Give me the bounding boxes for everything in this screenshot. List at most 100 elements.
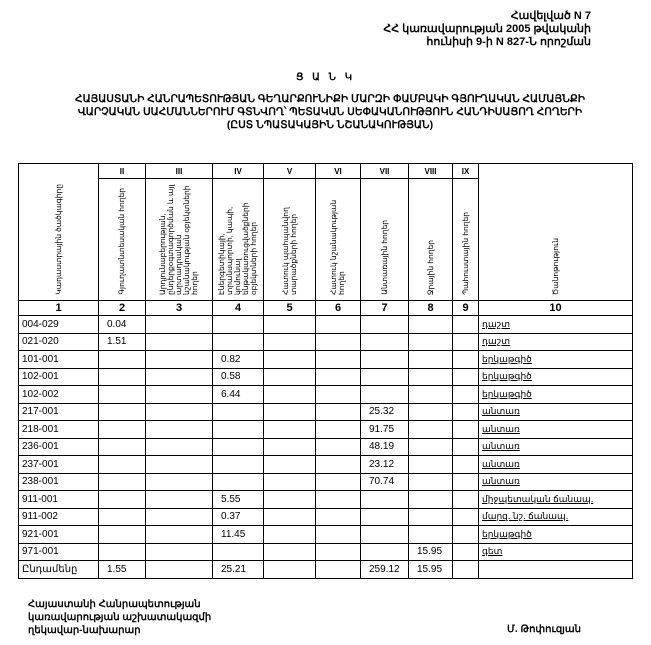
area-cell	[145, 420, 213, 439]
area-cell	[263, 437, 316, 456]
cadastral-code: 921-001	[18, 525, 99, 544]
cadastral-code: 237-001	[18, 455, 99, 474]
heading-line: ՎԱՐՉԱԿԱՆ ՍԱՀՄԱՆՆԵՐՈՒՄ ԳՏՆՎՈՂ՝ ՊԵՏԱԿԱՆ ՍԵ…	[77, 106, 583, 118]
area-cell	[145, 332, 213, 351]
area-cell	[408, 350, 453, 369]
area-cell	[315, 507, 361, 526]
area-cell	[452, 437, 479, 456]
area-cell	[408, 402, 453, 421]
table-row: 236-001 48.19 անտառ	[18, 437, 633, 456]
cadastral-code: Ընդամենը	[18, 560, 99, 579]
area-cell	[263, 315, 316, 334]
column-roman-numeral: V	[263, 163, 316, 179]
area-cell	[145, 542, 213, 561]
area-cell	[263, 385, 316, 404]
area-cell	[452, 420, 479, 439]
area-cell	[315, 350, 361, 369]
area-cell	[263, 490, 316, 509]
area-cell	[145, 385, 213, 404]
column-roman-numeral: VIII	[408, 163, 453, 179]
area-cell	[212, 472, 264, 491]
area-cell	[263, 332, 316, 351]
area-cell	[145, 490, 213, 509]
area-cell	[315, 402, 361, 421]
table-row: 911-001 5.55 միջպետական ճանապ.	[18, 490, 633, 509]
area-cell	[452, 315, 479, 334]
area-cell: 1.55	[98, 560, 146, 579]
note-cell: դաշտ	[478, 332, 633, 351]
area-cell	[360, 385, 409, 404]
area-cell	[315, 472, 361, 491]
area-cell	[408, 315, 453, 334]
area-cell	[212, 402, 264, 421]
column-header-label: Էներգետիկայի, տրանսպորտի, կապի, կոմունալ…	[217, 202, 258, 295]
column-roman-numeral: IX	[452, 163, 479, 179]
area-cell	[360, 367, 409, 386]
area-cell	[408, 367, 453, 386]
area-cell	[98, 472, 146, 491]
note-cell: դաշտ	[478, 315, 633, 334]
area-cell	[452, 560, 479, 579]
area-cell: 15.95	[408, 542, 453, 561]
area-cell	[212, 455, 264, 474]
area-cell	[452, 490, 479, 509]
column-number: 7	[360, 300, 409, 316]
signatory-position: Հայաստանի Հանրապետության կառավարության ա…	[28, 598, 211, 637]
area-cell	[145, 525, 213, 544]
column-header: Էներգետիկայի, տրանսպորտի, կապի, կոմունալ…	[212, 178, 264, 301]
roman-row: Կադաստրային ծածկագիրը II III IV V VI VII VIII IX…	[18, 163, 633, 301]
column-header-label: Հատուկ պահպանվող տարածքների հողեր	[280, 207, 298, 295]
area-cell	[315, 332, 361, 351]
column-roman-numeral: VII	[360, 163, 409, 179]
area-cell	[408, 525, 453, 544]
cadastral-code: 238-001	[18, 472, 99, 491]
appendix-line: ՀՀ կառավարության 2005 թվականի	[383, 23, 591, 35]
area-cell	[360, 490, 409, 509]
area-cell	[315, 455, 361, 474]
column-number: 6	[315, 300, 361, 316]
table-row: 217-001 25.32 անտառ	[18, 402, 633, 421]
column-header: Անտառային հողեր	[360, 178, 409, 301]
column-header: Կադաստրային ծածկագիրը	[18, 163, 99, 301]
area-cell	[98, 350, 146, 369]
note-cell: գետ	[478, 542, 633, 561]
cadastral-code: 218-001	[18, 420, 99, 439]
cadastral-code: 971-001	[18, 542, 99, 561]
area-cell	[452, 332, 479, 351]
area-cell	[315, 525, 361, 544]
area-cell	[452, 542, 479, 561]
column-number: 10	[478, 300, 633, 316]
cadastral-code: 911-002	[18, 507, 99, 526]
total-row: Ընդամենը 1.55 25.21 259.12 15.95	[18, 560, 633, 579]
position-line: կառավարության աշխատակազմի	[28, 612, 212, 623]
column-number: 4	[212, 300, 264, 316]
area-cell	[98, 437, 146, 456]
note-cell: անտառ	[478, 455, 633, 474]
area-cell	[452, 472, 479, 491]
area-cell	[452, 525, 479, 544]
area-cell	[360, 350, 409, 369]
area-cell	[98, 367, 146, 386]
area-cell	[408, 507, 453, 526]
area-cell	[212, 315, 264, 334]
note-cell: երկաթգիծ	[478, 350, 633, 369]
cadastral-code: 236-001	[18, 437, 99, 456]
area-cell	[408, 385, 453, 404]
area-cell	[145, 367, 213, 386]
table-row: 101-001 0.82 երկաթգիծ	[18, 350, 633, 369]
area-cell: 0.58	[212, 367, 264, 386]
area-cell	[145, 560, 213, 579]
area-cell	[360, 525, 409, 544]
column-roman-numeral: VI	[315, 163, 361, 179]
area-cell	[408, 490, 453, 509]
cadastral-code: 004-029	[18, 315, 99, 334]
list-title: Ց Ա Ն Կ	[295, 72, 356, 83]
table-row: 237-001 23.12 անտառ	[18, 455, 633, 474]
column-roman-numeral: IV	[212, 163, 264, 179]
area-cell	[212, 332, 264, 351]
area-cell	[452, 507, 479, 526]
area-cell	[360, 507, 409, 526]
column-number: 9	[452, 300, 479, 316]
area-cell	[145, 402, 213, 421]
table-row: 004-029 0.04 դաշտ	[18, 315, 633, 334]
